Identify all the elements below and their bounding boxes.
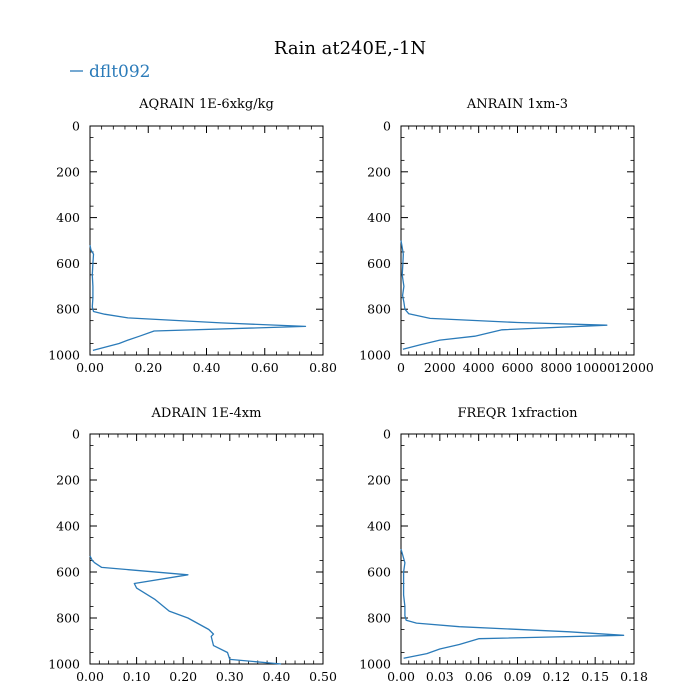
panel-title: ADRAIN 1E-4xm [151, 406, 262, 421]
series-line [400, 240, 608, 350]
x-tick-label: 0.00 [76, 360, 104, 375]
y-tick-label: 200 [56, 473, 80, 488]
plot-frame [400, 125, 635, 356]
y-tick-label: 200 [367, 473, 391, 488]
panels: AQRAIN 1E-6xkg/kg 0.00 0.20 0.40 0.60 0.80 0 20… [48, 97, 654, 684]
x-tick-label: 0 [397, 360, 405, 375]
x-tick-label: 0.18 [620, 669, 648, 684]
x-tick-label: 0.12 [542, 669, 570, 684]
x-tick-label: 0.10 [123, 669, 151, 684]
y-tick-label: 800 [56, 611, 80, 626]
x-tick-label: 0.00 [387, 669, 415, 684]
y-tick-label: 600 [367, 565, 391, 580]
x-tick-label: 0.60 [251, 360, 279, 375]
x-tick-label: 0.20 [169, 669, 197, 684]
y-tick-label: 600 [56, 256, 80, 271]
y-tick-label: 1000 [359, 657, 391, 672]
y-tick-label: 200 [367, 164, 391, 179]
y-tick-label: 400 [367, 519, 391, 534]
panel-2: ANRAIN 1xm-3 0 2000 4000 6000 8000 10000 12000 0… [359, 97, 654, 375]
y-tick-label: 0 [383, 427, 391, 442]
y-tick-label: 600 [56, 565, 80, 580]
panel-1: AQRAIN 1E-6xkg/kg 0.00 0.20 0.40 0.60 0.80 0 20… [48, 97, 337, 375]
x-tick-label: 0.20 [134, 360, 162, 375]
y-tick-label: 400 [56, 210, 80, 225]
legend: dflt092 [70, 62, 151, 82]
series-line [89, 244, 307, 352]
figure-title: Rain at240E,-1N [274, 38, 426, 59]
x-tick-label: 0.50 [309, 669, 337, 684]
panel-title: AQRAIN 1E-6xkg/kg [138, 97, 274, 112]
x-tick-label: 2000 [424, 360, 456, 375]
panel-title: ANRAIN 1xm-3 [466, 97, 568, 112]
y-tick-label: 0 [72, 427, 80, 442]
x-tick-label: 0.03 [426, 669, 454, 684]
y-tick-label: 1000 [48, 348, 80, 363]
y-tick-label: 800 [56, 302, 80, 317]
x-tick-label: 12000 [614, 360, 654, 375]
y-tick-label: 800 [367, 302, 391, 317]
x-tick-label: 0.15 [581, 669, 609, 684]
x-tick-label: 6000 [502, 360, 534, 375]
x-tick-label: 0.09 [504, 669, 532, 684]
x-tick-label: 0.40 [262, 669, 290, 684]
series-line [89, 555, 282, 665]
plot-frame [89, 433, 324, 665]
x-tick-label: 0.80 [309, 360, 337, 375]
x-tick-label: 0.30 [216, 669, 244, 684]
x-tick-label: 8000 [540, 360, 572, 375]
plot-frame [89, 125, 324, 356]
y-tick-label: 0 [383, 119, 391, 134]
x-tick-label: 0.40 [193, 360, 221, 375]
x-tick-label: 0.06 [465, 669, 493, 684]
y-tick-label: 400 [367, 210, 391, 225]
y-tick-label: 1000 [48, 657, 80, 672]
x-tick-label: 4000 [463, 360, 495, 375]
y-tick-label: 400 [56, 519, 80, 534]
series-line [400, 548, 625, 659]
x-tick-label: 10000 [575, 360, 615, 375]
y-tick-label: 200 [56, 164, 80, 179]
panel-3: ADRAIN 1E-4xm 0.00 0.10 0.20 0.30 0.40 0.50 0 20… [48, 406, 337, 684]
y-tick-label: 1000 [359, 348, 391, 363]
panel-4: FREQR 1xfraction 0.00 0.03 0.06 0.09 0.12 0.15… [359, 406, 648, 684]
y-tick-label: 600 [367, 256, 391, 271]
panel-title: FREQR 1xfraction [457, 406, 578, 421]
y-tick-label: 0 [72, 119, 80, 134]
legend-label: dflt092 [89, 62, 151, 82]
x-tick-label: 0.00 [76, 669, 104, 684]
y-tick-label: 800 [367, 611, 391, 626]
